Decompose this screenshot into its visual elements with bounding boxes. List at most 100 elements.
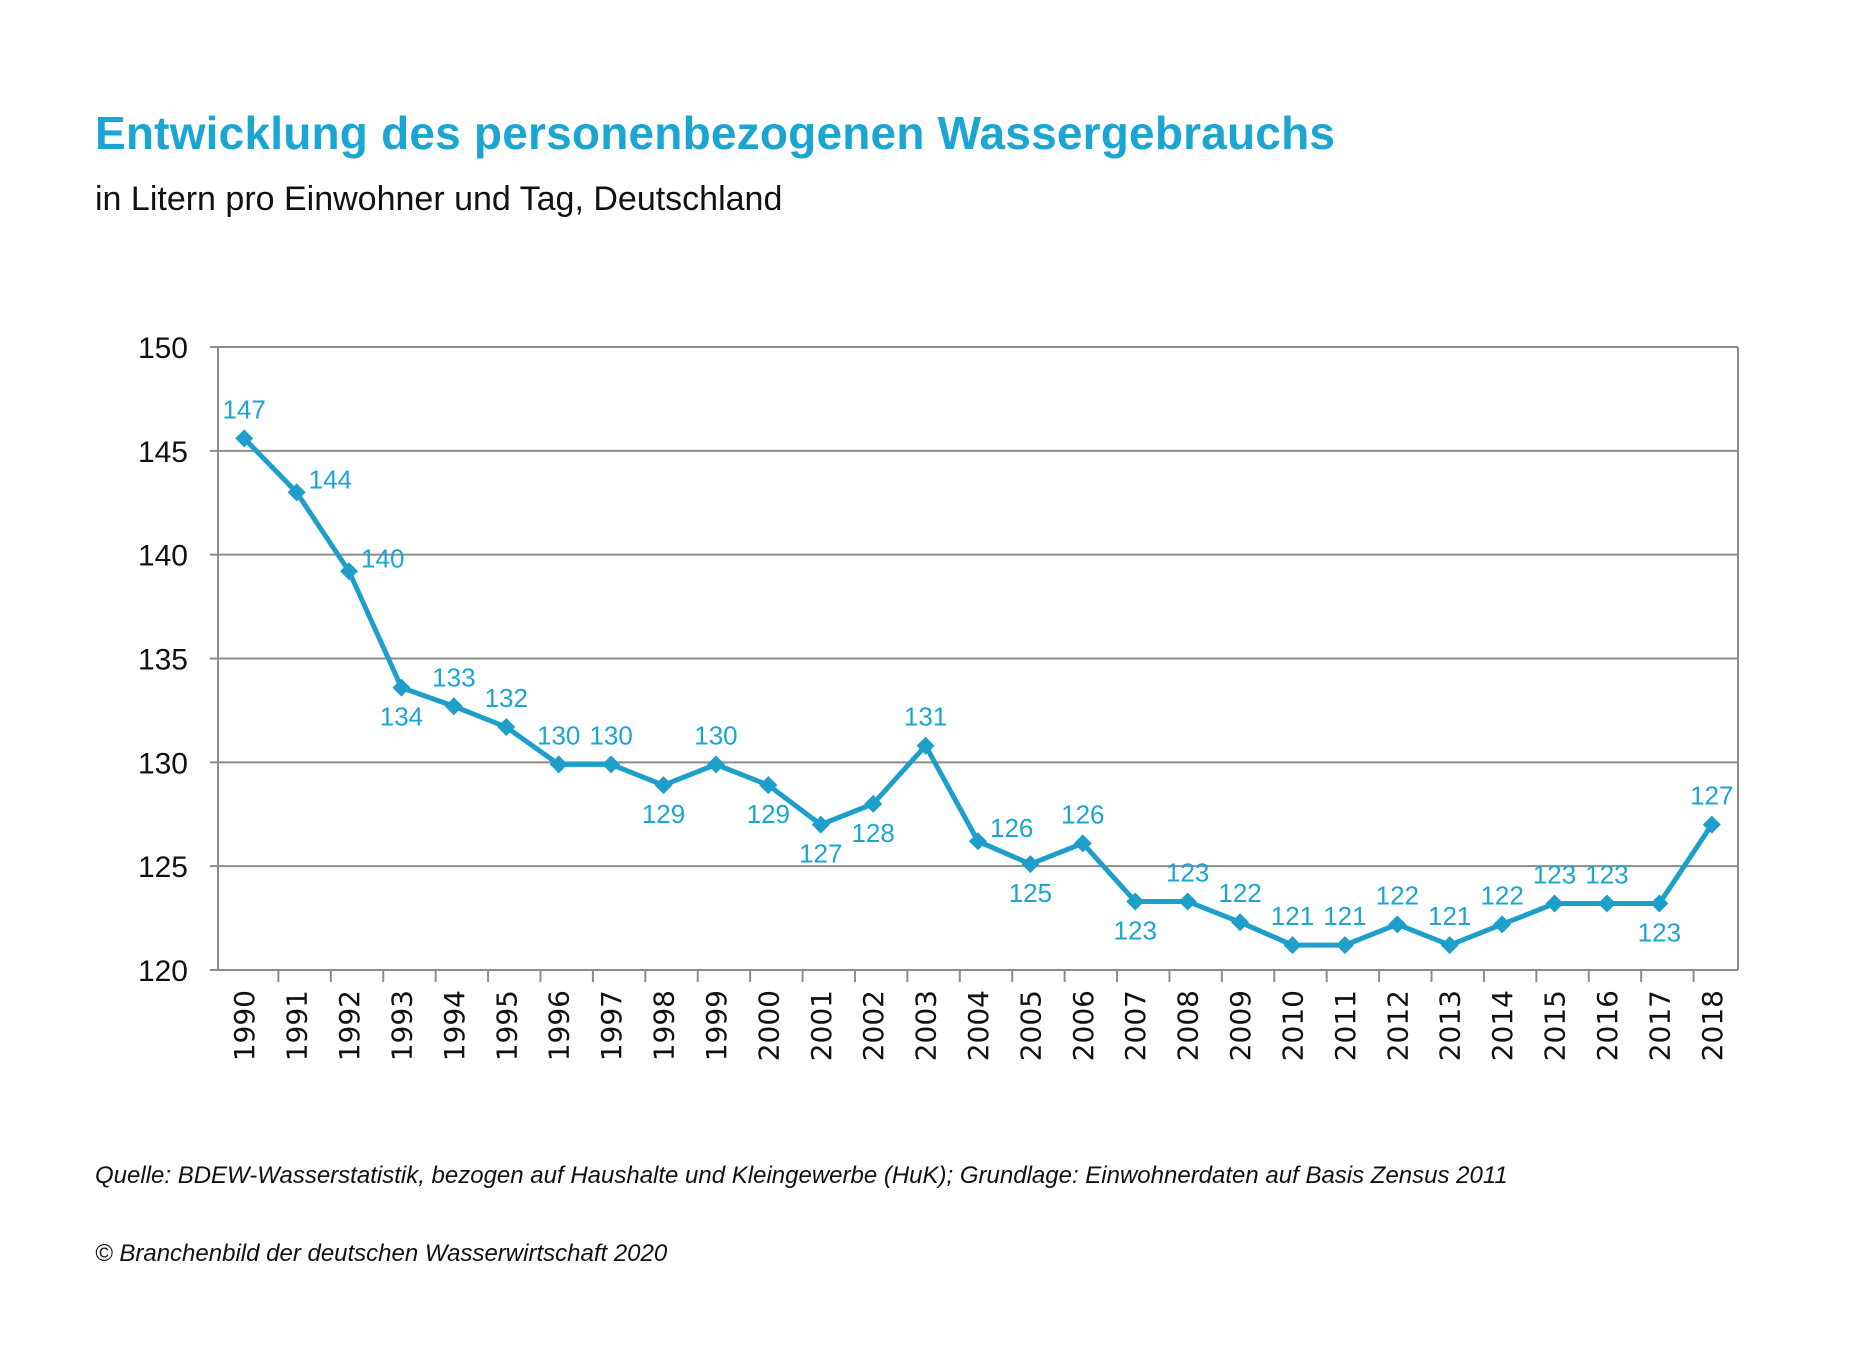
x-tick-label: 2018 [1696, 990, 1729, 1061]
data-point-1990 [235, 429, 254, 448]
data-label-2008: 123 [1166, 857, 1209, 887]
data-point-1992 [340, 562, 359, 581]
data-label-1990: 147 [223, 394, 266, 424]
data-label-1995: 132 [485, 683, 528, 713]
x-tick-label: 1993 [385, 990, 418, 1061]
data-point-2017 [1650, 894, 1669, 913]
x-tick-label: 2001 [805, 990, 838, 1061]
x-tick-label: 2003 [910, 990, 943, 1061]
data-point-2018 [1702, 815, 1721, 834]
data-label-2012: 122 [1376, 880, 1419, 910]
data-point-2006 [1073, 834, 1092, 853]
data-label-1997: 130 [589, 720, 632, 750]
data-label-1992: 140 [361, 543, 404, 573]
data-point-1998 [654, 776, 673, 795]
data-label-2009: 122 [1218, 878, 1261, 908]
x-tick-label: 2014 [1486, 990, 1519, 1061]
data-point-2004 [969, 832, 987, 851]
y-tick-label: 145 [138, 436, 188, 469]
data-point-2005 [1021, 855, 1040, 874]
data-point-2001 [811, 815, 830, 834]
data-point-2013 [1440, 936, 1459, 955]
x-axis-ticks: 1990 1991 1992 1993 1994 1995 1996 1997 1998 1999… [228, 970, 1729, 1061]
y-tick-label: 140 [138, 540, 188, 573]
x-tick-label: 2009 [1224, 990, 1257, 1061]
data-point-2002 [864, 794, 883, 813]
x-tick-label: 1998 [648, 990, 681, 1061]
x-tick-label: 2016 [1591, 990, 1624, 1061]
data-point-2014 [1493, 915, 1512, 934]
data-label-2003: 131 [904, 702, 947, 732]
data-label-2006: 126 [1061, 799, 1104, 829]
x-tick-label: 1996 [543, 990, 576, 1061]
x-tick-label: 1990 [228, 990, 261, 1061]
data-label-2018: 127 [1690, 781, 1733, 811]
x-tick-label: 1994 [438, 990, 471, 1061]
data-label-2016: 123 [1585, 860, 1628, 890]
data-label-1998: 129 [642, 799, 685, 829]
x-tick-label: 1999 [700, 990, 733, 1061]
data-point-2008 [1178, 892, 1197, 911]
x-tick-label: 1992 [333, 990, 366, 1061]
x-tick-label: 2017 [1643, 990, 1676, 1061]
x-tick-label: 2010 [1276, 990, 1309, 1061]
data-label-1996: 130 [537, 720, 580, 750]
data-point-2009 [1231, 913, 1250, 932]
x-tick-label: 2007 [1119, 990, 1152, 1061]
data-point-2015 [1545, 894, 1564, 913]
y-tick-label: 120 [138, 955, 188, 988]
data-point-1996 [549, 755, 568, 774]
data-point-2003 [916, 736, 935, 755]
gridlines [210, 346, 1738, 971]
x-tick-label: 2006 [1067, 990, 1100, 1061]
y-axis-ticks: 120 125 130 135 140 145 150 [138, 332, 188, 988]
source-note: Quelle: BDEW-Wasserstatistik, bezogen au… [95, 1162, 1508, 1189]
data-label-2004: 126 [990, 813, 1033, 843]
data-point-1993 [392, 678, 411, 697]
data-point-2010 [1283, 936, 1302, 955]
chart-title: Entwicklung des personenbezogenen Wasser… [95, 107, 1336, 159]
x-tick-label: 2012 [1381, 990, 1414, 1061]
data-label-1993: 134 [380, 702, 423, 732]
data-label-2010: 121 [1271, 901, 1314, 931]
x-tick-label: 2013 [1434, 990, 1467, 1061]
data-label-2015: 123 [1533, 860, 1576, 890]
data-point-1995 [497, 718, 516, 737]
x-tick-label: 1991 [281, 990, 314, 1061]
y-tick-label: 130 [138, 747, 188, 780]
data-point-1997 [602, 755, 621, 774]
data-point-1994 [444, 697, 463, 716]
x-tick-label: 2005 [1014, 990, 1047, 1061]
data-label-2017: 123 [1638, 918, 1681, 948]
x-tick-label: 2000 [752, 990, 785, 1061]
data-point-1999 [706, 755, 725, 774]
data-point-2007 [1126, 892, 1145, 911]
x-tick-label: 2004 [962, 990, 995, 1061]
data-label-2011: 121 [1323, 901, 1366, 931]
data-point-2000 [759, 776, 778, 795]
data-label-2007: 123 [1114, 915, 1157, 945]
chart-subtitle: in Litern pro Einwohner und Tag, Deutsch… [95, 180, 783, 218]
x-tick-label: 2015 [1539, 990, 1572, 1061]
data-label-2014: 122 [1480, 880, 1523, 910]
data-point-2011 [1335, 936, 1354, 955]
copyright-note: © Branchenbild der deutschen Wasserwirts… [95, 1240, 668, 1267]
x-tick-label: 2002 [857, 990, 890, 1061]
data-label-2000: 129 [747, 799, 790, 829]
y-tick-label: 125 [138, 851, 188, 884]
x-tick-label: 2008 [1172, 990, 1205, 1061]
data-label-2013: 121 [1428, 901, 1471, 931]
y-tick-label: 135 [138, 644, 188, 677]
data-label-2001: 127 [799, 839, 842, 869]
data-label-1999: 130 [694, 720, 737, 750]
data-label-2005: 125 [1009, 878, 1052, 908]
data-label-1994: 133 [432, 662, 475, 692]
series-markers [235, 429, 1721, 955]
x-tick-label: 2011 [1329, 990, 1362, 1061]
data-point-1991 [287, 483, 306, 502]
x-tick-label: 1997 [595, 990, 628, 1061]
data-label-1991: 144 [309, 464, 352, 494]
data-point-2016 [1597, 894, 1616, 913]
data-point-2012 [1388, 915, 1407, 934]
